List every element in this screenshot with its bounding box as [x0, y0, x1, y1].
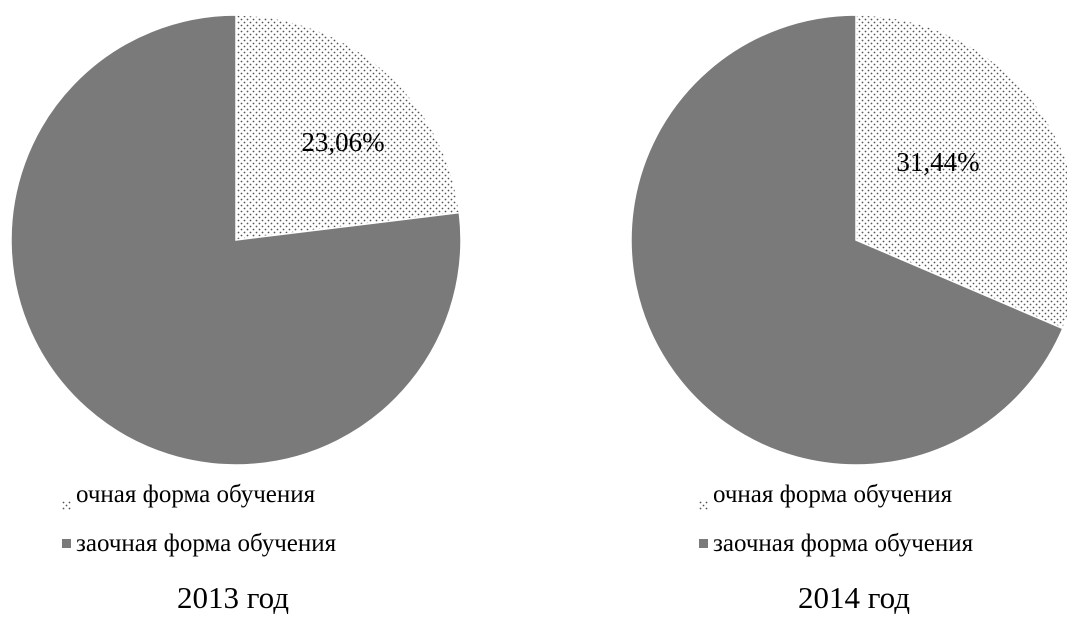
chart-2014: 31,44% очная форма обучения заочная форм…: [534, 0, 1067, 617]
chart-caption-2014: 2014 год: [797, 580, 911, 615]
pie-chart-2014: 31,44%: [630, 14, 1067, 466]
pie-slice-full-time: [855, 14, 1067, 330]
legend-label-full-time: очная форма обучения: [713, 481, 953, 508]
legend-marker-dotted: [62, 490, 71, 510]
chart-caption-2013: 2013 год: [176, 580, 290, 615]
chart-2013: 23,06% очная форма обучения заочная форм…: [0, 0, 533, 617]
legend-marker-dotted: [699, 490, 708, 510]
legend-label-part-time: заочная форма обучения: [76, 530, 337, 557]
legend-item-part-time: заочная форма обучения: [62, 531, 336, 556]
legend-label-full-time: очная форма обучения: [76, 481, 316, 508]
pie-data-label: 23,06%: [301, 127, 384, 157]
legend-item-full-time: очная форма обучения: [62, 481, 316, 510]
legend-marker-solid: [62, 539, 71, 548]
pie-slice-full-time: [235, 14, 461, 241]
pie-data-label: 31,44%: [896, 147, 979, 177]
legend-item-full-time: очная форма обучения: [699, 481, 953, 510]
pie-slice-part-time: [630, 14, 1064, 466]
pie-slice-part-time: [10, 14, 462, 466]
legend-item-part-time: заочная форма обучения: [699, 531, 973, 556]
legend-marker-solid: [699, 539, 708, 548]
legend-label-part-time: заочная форма обучения: [713, 530, 974, 557]
pie-chart-2013: 23,06%: [10, 14, 462, 466]
